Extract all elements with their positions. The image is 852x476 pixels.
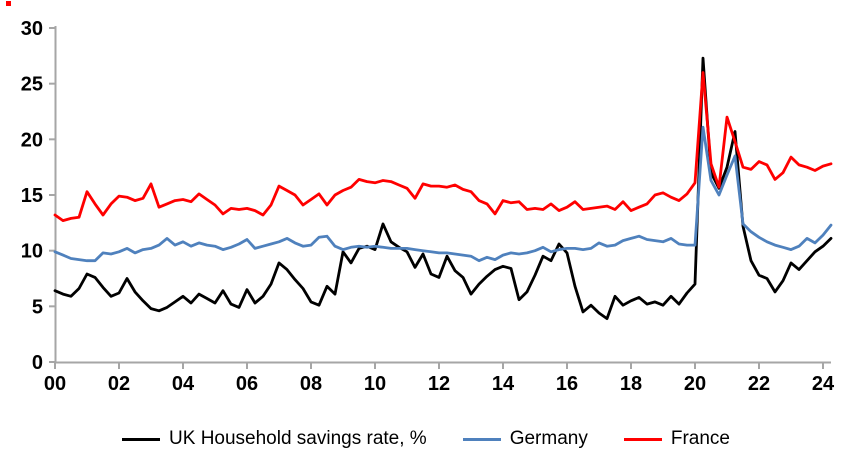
y-axis-tick-label: 20 bbox=[21, 129, 43, 151]
x-axis-tick-label: 16 bbox=[556, 373, 578, 395]
y-axis-tick-label: 15 bbox=[21, 185, 43, 207]
legend: UK Household savings rate, % Germany Fra… bbox=[0, 424, 852, 454]
legend-swatch-uk bbox=[122, 437, 161, 441]
x-axis-tick-label: 20 bbox=[684, 373, 706, 395]
x-axis-tick-label: 00 bbox=[44, 373, 66, 395]
legend-swatch-germany bbox=[462, 437, 501, 441]
x-axis-tick-label: 22 bbox=[748, 373, 770, 395]
x-axis-tick-label: 06 bbox=[236, 373, 258, 395]
x-axis-tick-label: 12 bbox=[428, 373, 450, 395]
legend-label-germany: Germany bbox=[509, 428, 588, 449]
y-axis-tick-label: 5 bbox=[32, 296, 43, 318]
legend-label-uk: UK Household savings rate, % bbox=[169, 428, 427, 449]
corner-mark bbox=[6, 1, 11, 6]
legend-item-france: France bbox=[623, 428, 730, 450]
x-axis-tick-label: 10 bbox=[364, 373, 386, 395]
y-axis-tick-label: 0 bbox=[32, 352, 43, 374]
series-line-france bbox=[53, 71, 833, 223]
legend-label-france: France bbox=[670, 428, 730, 449]
y-axis-tick-label: 25 bbox=[21, 74, 43, 96]
x-axis-tick-label: 14 bbox=[492, 373, 515, 395]
x-axis-tick-label: 04 bbox=[172, 373, 195, 395]
series-line-germany bbox=[53, 125, 833, 263]
legend-item-germany: Germany bbox=[462, 428, 588, 450]
x-axis-tick-label: 08 bbox=[300, 373, 322, 395]
legend-item-uk: UK Household savings rate, % bbox=[122, 428, 427, 450]
x-axis-tick-label: 24 bbox=[812, 373, 835, 395]
x-axis-tick-label: 02 bbox=[108, 373, 130, 395]
legend-swatch-france bbox=[623, 437, 662, 441]
y-axis-tick-label: 30 bbox=[21, 18, 43, 40]
y-axis-tick-label: 10 bbox=[21, 241, 43, 263]
x-axis-tick-label: 18 bbox=[620, 373, 642, 395]
